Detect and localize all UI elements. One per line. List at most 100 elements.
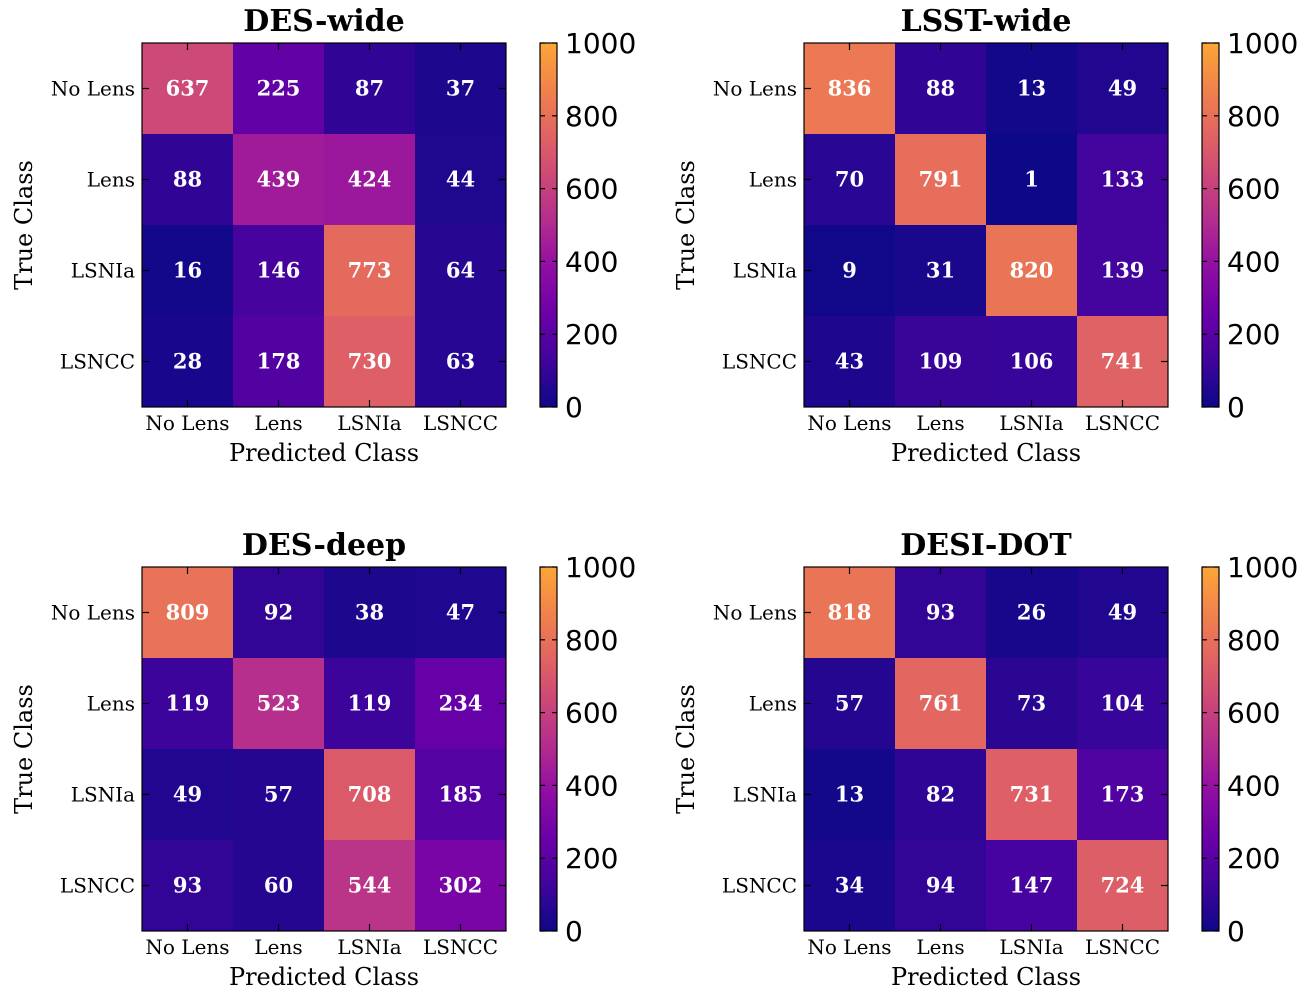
heatmap-cell xyxy=(986,567,1078,659)
cell-value-label: 147 xyxy=(1010,873,1054,898)
heatmap-cell xyxy=(324,840,416,932)
cell-value-label: 38 xyxy=(355,600,384,625)
x-tick-label: LSNCC xyxy=(1085,411,1160,435)
colorbar-tick-label: 800 xyxy=(565,100,618,133)
heatmap-cell xyxy=(804,840,896,932)
x-tick-label: LSNCC xyxy=(423,411,498,435)
colorbar xyxy=(1201,566,1220,932)
colorbar-tick-label: 200 xyxy=(1227,842,1280,875)
colorbar-tick-label: 800 xyxy=(1227,624,1280,657)
heatmap-cell xyxy=(895,749,987,841)
heatmap-cell xyxy=(142,134,234,226)
cell-value-label: 544 xyxy=(348,873,392,898)
cell-value-label: 637 xyxy=(166,76,210,101)
x-axis-label: Predicted Class xyxy=(229,439,419,467)
x-tick-label: Lens xyxy=(254,935,302,959)
chart-title: DES-deep xyxy=(242,528,406,563)
heatmap-cell xyxy=(415,840,507,932)
colorbar-tick-label: 1000 xyxy=(1227,551,1298,584)
cell-value-label: 106 xyxy=(1010,349,1054,374)
colorbar-tick-label: 0 xyxy=(1227,391,1245,424)
heatmap-cell xyxy=(142,749,234,841)
cell-value-label: 302 xyxy=(439,873,483,898)
heatmap-cell xyxy=(142,567,234,659)
cell-value-label: 773 xyxy=(348,258,392,283)
heatmap-cell xyxy=(233,43,325,135)
cell-value-label: 119 xyxy=(348,691,392,716)
x-tick-label: LSNIa xyxy=(999,411,1063,435)
heatmap-cell xyxy=(895,840,987,932)
heatmap-cell xyxy=(1077,749,1169,841)
heatmap-cell xyxy=(986,840,1078,932)
cell-value-label: 16 xyxy=(173,258,202,283)
colorbar-tick-label: 800 xyxy=(1227,100,1280,133)
y-axis-label: True Class xyxy=(672,684,700,814)
colorbar-tick-label: 400 xyxy=(1227,245,1280,278)
heatmap-panel: 836 88 13 49 70 791 1 133 9 31 820 139 43 109 106 741 No… xyxy=(672,4,1298,467)
cell-value-label: 37 xyxy=(446,76,475,101)
x-tick-label: No Lens xyxy=(145,411,229,435)
cell-value-label: 708 xyxy=(348,782,392,807)
cell-value-label: 818 xyxy=(828,600,872,625)
colorbar-tick-label: 400 xyxy=(565,769,618,802)
cell-value-label: 730 xyxy=(348,349,392,374)
heatmap-cell xyxy=(142,225,234,317)
colorbar-tick-label: 1000 xyxy=(565,551,636,584)
cell-value-label: 133 xyxy=(1101,167,1145,192)
cell-value-label: 49 xyxy=(173,782,202,807)
heatmap-cell xyxy=(804,658,896,750)
heatmap-cell xyxy=(986,134,1078,226)
heatmap-cell xyxy=(415,749,507,841)
colorbar-tick-label: 600 xyxy=(1227,173,1280,206)
y-tick-label: LSNIa xyxy=(71,259,135,283)
cell-value-label: 70 xyxy=(835,167,864,192)
cell-value-label: 820 xyxy=(1010,258,1054,283)
cell-value-label: 225 xyxy=(257,76,301,101)
y-tick-label: LSNCC xyxy=(722,874,797,898)
heatmap-cell xyxy=(415,134,507,226)
cell-value-label: 439 xyxy=(257,167,301,192)
plot-frame xyxy=(803,566,1169,932)
chart-title: DESI-DOT xyxy=(900,528,1072,563)
heatmap-cell xyxy=(895,43,987,135)
y-tick-label: No Lens xyxy=(51,601,135,625)
cell-value-label: 60 xyxy=(264,873,293,898)
colorbar-tick-label: 0 xyxy=(1227,915,1245,948)
cell-value-label: 92 xyxy=(264,600,293,625)
cell-value-label: 93 xyxy=(173,873,202,898)
heatmap-cell xyxy=(895,658,987,750)
x-tick-label: Lens xyxy=(916,411,964,435)
cell-value-label: 836 xyxy=(828,76,872,101)
x-tick-label: No Lens xyxy=(807,411,891,435)
y-tick-label: No Lens xyxy=(51,77,135,101)
x-tick-label: No Lens xyxy=(145,935,229,959)
cell-value-label: 94 xyxy=(926,873,955,898)
heatmap-cell xyxy=(415,316,507,408)
heatmap-cell xyxy=(233,225,325,317)
heatmap-panel: 809 92 38 47 119 523 119 234 49 57 708 185 93 60 544 30… xyxy=(10,528,636,991)
y-axis-label: True Class xyxy=(10,684,38,814)
y-tick-label: LSNCC xyxy=(722,350,797,374)
heatmap-cell xyxy=(1077,658,1169,750)
cell-value-label: 424 xyxy=(348,167,392,192)
heatmap-cell xyxy=(415,567,507,659)
heatmap-cell xyxy=(804,43,896,135)
chart-title: DES-wide xyxy=(243,4,404,39)
y-tick-label: LSNCC xyxy=(60,350,135,374)
heatmap-cell xyxy=(804,316,896,408)
colorbar-tick-label: 1000 xyxy=(565,27,636,60)
cell-value-label: 13 xyxy=(1017,76,1046,101)
x-tick-label: LSNCC xyxy=(1085,935,1160,959)
colorbar-tick-label: 400 xyxy=(1227,769,1280,802)
x-tick-label: LSNIa xyxy=(337,411,401,435)
cell-value-label: 82 xyxy=(926,782,955,807)
cell-value-label: 49 xyxy=(1108,76,1137,101)
cell-value-label: 93 xyxy=(926,600,955,625)
x-axis-label: Predicted Class xyxy=(891,963,1081,991)
cell-value-label: 178 xyxy=(257,349,301,374)
cell-value-label: 234 xyxy=(439,691,483,716)
y-axis-label: True Class xyxy=(10,160,38,290)
heatmap-cell xyxy=(415,225,507,317)
heatmap-cell xyxy=(986,316,1078,408)
